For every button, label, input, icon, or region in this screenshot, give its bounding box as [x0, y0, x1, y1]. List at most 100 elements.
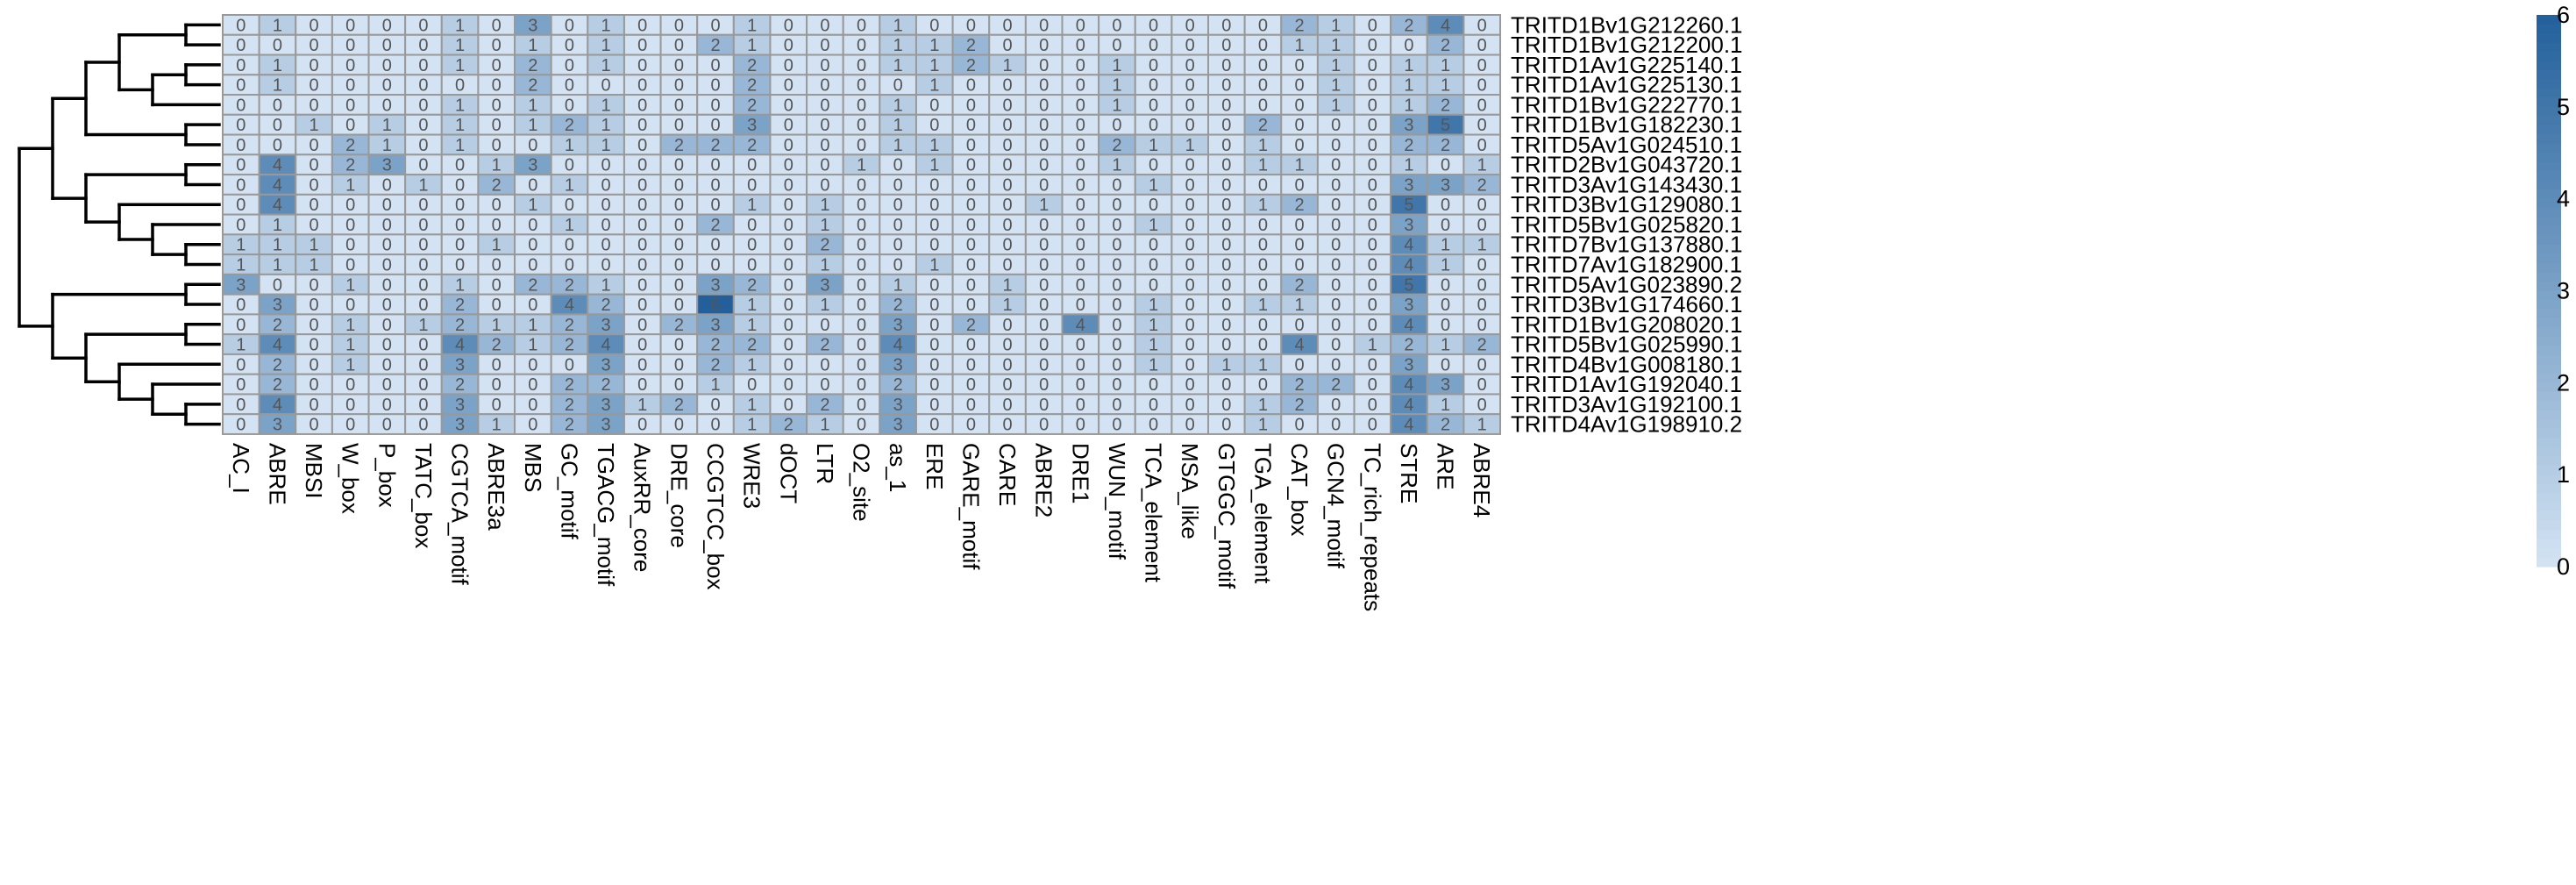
colorbar-segment	[2537, 97, 2561, 108]
cell-value-label: 0	[674, 175, 684, 195]
cell-value-label: 0	[1331, 156, 1341, 175]
colorbar-segment	[2537, 15, 2561, 25]
cell-value-label: 0	[1368, 56, 1377, 75]
cell-value-label: 0	[857, 216, 866, 235]
cell-value-label: 0	[1112, 336, 1121, 355]
cell-value-label: 0	[710, 236, 720, 255]
cell-value-label: 0	[310, 175, 319, 195]
cell-value-label: 0	[1221, 16, 1231, 35]
row-label: TRITD1Bv1G222770.1	[1511, 91, 1742, 118]
cell-value-label: 0	[310, 396, 319, 415]
cell-value-label: 0	[345, 116, 355, 135]
colorbar-segment	[2537, 327, 2561, 338]
column-label: AuxRR_core	[630, 443, 656, 572]
cell-value-label: 0	[345, 396, 355, 415]
cell-value-label: 0	[710, 416, 720, 435]
cell-value-label: 0	[1002, 76, 1012, 96]
colorbar-segment	[2537, 391, 2561, 402]
cell-value-label: 0	[966, 136, 976, 155]
cell-value-label: 0	[1185, 175, 1195, 195]
colorbar-segment	[2537, 446, 2561, 457]
cell-value-label: 0	[382, 175, 392, 195]
cell-value-label: 0	[1039, 156, 1049, 175]
cell-value-label: 0	[637, 336, 647, 355]
cell-value-label: 0	[1477, 316, 1487, 335]
cell-value-label: 0	[1404, 36, 1413, 55]
column-label: P_box	[374, 443, 400, 508]
cell-value-label: 4	[1076, 316, 1085, 335]
colorbar-tick-label: 2	[2557, 369, 2570, 396]
cell-value-label: 1	[1258, 196, 1268, 215]
cell-value-label: 1	[1112, 76, 1121, 96]
cell-value-label: 0	[1368, 116, 1377, 135]
cell-value-label: 0	[236, 116, 246, 135]
cell-value-label: 0	[1441, 355, 1450, 375]
cell-value-label: 1	[1368, 336, 1377, 355]
cell-value-label: 2	[1295, 196, 1305, 215]
colorbar-segment	[2537, 419, 2561, 430]
colorbar-segment	[2537, 161, 2561, 172]
cell-value-label: 0	[929, 396, 939, 415]
cell-value-label: 0	[418, 156, 428, 175]
cell-value-label: 2	[1441, 96, 1450, 115]
cell-value-label: 0	[1149, 116, 1158, 135]
cell-value-label: 3	[601, 416, 611, 435]
colorbar-segment	[2537, 69, 2561, 80]
cell-value-label: 2	[565, 336, 574, 355]
cell-value-label: 0	[1039, 256, 1049, 275]
cell-value-label: 1	[273, 16, 282, 35]
cell-value-label: 0	[1221, 56, 1231, 75]
cell-value-label: 0	[1112, 116, 1121, 135]
cell-value-label: 2	[345, 136, 355, 155]
cell-value-label: 2	[1258, 116, 1268, 135]
cell-value-label: 0	[966, 156, 976, 175]
cell-value-label: 0	[1441, 275, 1450, 295]
colorbar-segment	[2537, 548, 2561, 559]
cell-value-label: 0	[1039, 136, 1049, 155]
cell-value-label: 0	[820, 355, 829, 375]
cell-value-label: 0	[273, 96, 282, 115]
cell-value-label: 0	[1112, 275, 1121, 295]
cell-value-label: 0	[747, 175, 757, 195]
cell-value-label: 0	[966, 336, 976, 355]
cell-value-label: 0	[601, 256, 611, 275]
row-label: TRITD1Bv1G212200.1	[1511, 32, 1742, 58]
cell-value-label: 1	[820, 216, 829, 235]
cell-value-label: 4	[1441, 16, 1450, 35]
cell-value-label: 0	[637, 296, 647, 315]
cell-value-label: 1	[1002, 275, 1012, 295]
cell-value-label: 0	[236, 156, 246, 175]
cell-value-label: 2	[1404, 336, 1413, 355]
cell-value-label: 2	[1112, 136, 1121, 155]
cell-value-label: 1	[345, 336, 355, 355]
cell-value-label: 0	[1368, 275, 1377, 295]
colorbar-segment	[2537, 539, 2561, 549]
cell-value-label: 0	[1039, 375, 1049, 395]
cell-value-label: 0	[455, 175, 465, 195]
cell-value-label: 1	[1441, 56, 1450, 75]
cell-value-label: 0	[236, 316, 246, 335]
cell-value-label: 0	[784, 116, 793, 135]
cell-value-label: 0	[455, 216, 465, 235]
cell-value-label: 1	[492, 236, 502, 255]
cell-value-label: 1	[893, 136, 903, 155]
colorbar-segment	[2537, 180, 2561, 190]
cell-value-label: 0	[492, 216, 502, 235]
cell-value-label: 0	[929, 16, 939, 35]
cell-value-label: 0	[310, 296, 319, 315]
cell-value-label: 0	[857, 396, 866, 415]
cell-value-label: 2	[710, 136, 720, 155]
cell-value-label: 2	[1441, 416, 1450, 435]
cell-value-label: 0	[236, 355, 246, 375]
cell-value-label: 0	[1295, 355, 1305, 375]
column-label: CARE	[994, 443, 1021, 506]
colorbar-segment	[2537, 245, 2561, 255]
cell-value-label: 0	[382, 336, 392, 355]
cell-value-label: 1	[345, 316, 355, 335]
cell-value-label: 0	[1112, 236, 1121, 255]
cell-value-label: 5	[1404, 196, 1413, 215]
cell-value-label: 3	[528, 156, 537, 175]
colorbar-segment	[2537, 520, 2561, 531]
cell-value-label: 0	[1185, 396, 1195, 415]
